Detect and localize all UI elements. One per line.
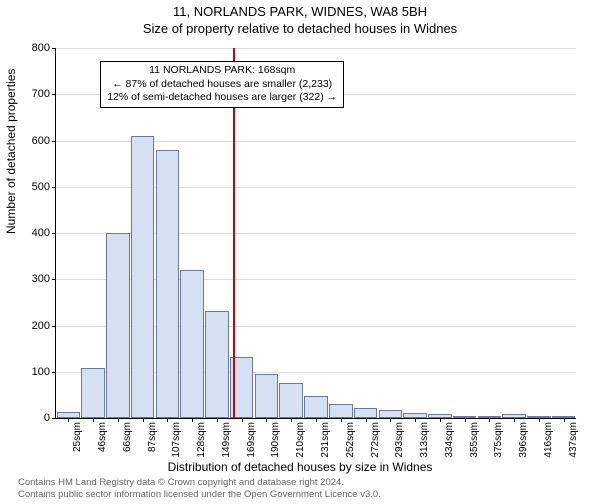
xtick-label: 107sqm [171,422,182,458]
ytick-label: 500 [32,181,50,193]
xtick-label: 46sqm [97,422,108,452]
ytick-mark [52,279,56,280]
xtick-label: 128sqm [196,422,207,458]
xtick-mark [390,418,391,422]
xtick-mark [366,418,367,422]
xtick-label: 252sqm [345,422,356,458]
histogram-bar [106,233,130,418]
xtick-label: 231sqm [320,422,331,458]
ytick-label: 300 [32,273,50,285]
annotation-line: ← 87% of detached houses are smaller (2,… [107,78,337,92]
histogram-bar [131,136,155,418]
xtick-mark [291,418,292,422]
histogram-bar [354,408,378,418]
xtick-mark [217,418,218,422]
title-line-2: Size of property relative to detached ho… [0,21,600,36]
xtick-label: 313sqm [419,422,430,458]
xtick-label: 416sqm [543,422,554,458]
ytick-label: 400 [32,227,50,239]
xtick-mark [167,418,168,422]
histogram-bar [379,410,403,418]
xtick-label: 169sqm [246,422,257,458]
xtick-label: 293sqm [394,422,405,458]
histogram-bar [304,396,328,418]
annotation-box: 11 NORLANDS PARK: 168sqm← 87% of detache… [100,61,344,108]
annotation-line: 12% of semi-detached houses are larger (… [107,91,337,105]
xtick-mark [539,418,540,422]
ytick-label: 800 [32,42,50,54]
xtick-mark [266,418,267,422]
histogram-plot: 25sqm46sqm66sqm87sqm107sqm128sqm149sqm16… [55,48,576,419]
ytick-mark [52,141,56,142]
histogram-bar [255,374,279,418]
xtick-label: 149sqm [221,422,232,458]
title-line-1: 11, NORLANDS PARK, WIDNES, WA8 5BH [0,4,600,19]
footer-line-1: Contains HM Land Registry data © Crown c… [18,477,381,488]
xtick-mark [415,418,416,422]
y-axis-label: Number of detached properties [4,69,18,234]
annotation-line: 11 NORLANDS PARK: 168sqm [107,64,337,78]
xtick-mark [489,418,490,422]
xtick-mark [192,418,193,422]
ytick-mark [52,233,56,234]
ytick-mark [52,418,56,419]
gridline [56,48,576,49]
xtick-mark [564,418,565,422]
xtick-mark [465,418,466,422]
xtick-mark [242,418,243,422]
xtick-mark [68,418,69,422]
xtick-label: 66sqm [122,422,133,452]
ytick-label: 100 [32,366,50,378]
xtick-mark [93,418,94,422]
ytick-mark [52,326,56,327]
xtick-label: 375sqm [493,422,504,458]
ytick-mark [52,187,56,188]
xtick-label: 190sqm [270,422,281,458]
ytick-mark [52,94,56,95]
ytick-mark [52,372,56,373]
xtick-label: 334sqm [444,422,455,458]
ytick-mark [52,48,56,49]
xtick-mark [514,418,515,422]
xtick-mark [316,418,317,422]
xtick-mark [118,418,119,422]
xtick-mark [440,418,441,422]
xtick-mark [341,418,342,422]
histogram-bar [279,383,303,418]
xtick-label: 210sqm [295,422,306,458]
footer-attribution: Contains HM Land Registry data © Crown c… [18,477,381,500]
xtick-label: 25sqm [72,422,83,452]
xtick-label: 396sqm [518,422,529,458]
xtick-label: 355sqm [469,422,480,458]
histogram-bar [180,270,204,418]
ytick-label: 0 [44,412,50,424]
xtick-mark [143,418,144,422]
ytick-label: 600 [32,135,50,147]
xtick-label: 437sqm [568,422,579,458]
histogram-bar [156,150,180,418]
xtick-label: 272sqm [370,422,381,458]
footer-line-2: Contains public sector information licen… [18,489,381,500]
histogram-bar [329,404,353,418]
ytick-label: 700 [32,88,50,100]
histogram-bar [81,368,105,418]
x-axis-label: Distribution of detached houses by size … [0,460,600,474]
histogram-bar [205,311,229,418]
ytick-label: 200 [32,320,50,332]
xtick-label: 87sqm [147,422,158,452]
